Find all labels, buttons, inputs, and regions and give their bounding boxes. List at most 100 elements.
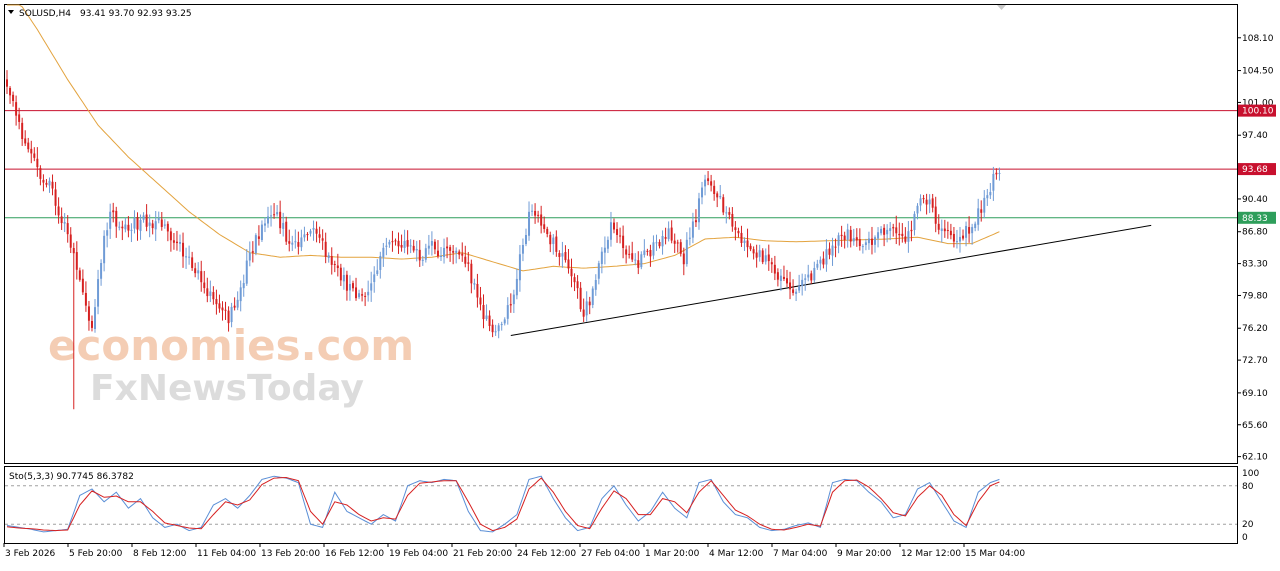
candle-body xyxy=(339,267,342,281)
candle-body xyxy=(828,248,831,255)
candle-body xyxy=(649,250,652,257)
price-tick-label: 86.80 xyxy=(1242,228,1268,238)
candle-body xyxy=(39,168,42,179)
candle-body xyxy=(667,228,670,240)
candle-body xyxy=(54,189,57,206)
time-tick-label: 9 Mar 20:00 xyxy=(837,549,892,559)
candle-body xyxy=(785,278,788,284)
time-tick-label: 3 Feb 2026 xyxy=(5,549,56,559)
candle-body xyxy=(634,259,637,261)
candle-body xyxy=(531,210,534,212)
candle-body xyxy=(260,224,263,241)
candle-body xyxy=(87,306,90,321)
candle-body xyxy=(203,282,206,289)
candle-body xyxy=(977,208,980,225)
chart-shift-marker-icon[interactable] xyxy=(997,5,1006,10)
candle-body xyxy=(597,263,600,279)
candle-body xyxy=(154,221,157,230)
candle-body xyxy=(112,210,115,213)
candle-body xyxy=(200,271,203,283)
price-tick-label: 90.40 xyxy=(1242,195,1268,205)
candle-body xyxy=(722,197,725,213)
candle-body xyxy=(719,195,722,198)
price-tick-label: 83.30 xyxy=(1242,260,1268,270)
candle-body xyxy=(172,240,175,243)
candle-body xyxy=(382,247,385,258)
candle-body xyxy=(482,304,485,320)
candle-body xyxy=(285,221,288,242)
candle-body xyxy=(279,211,282,229)
candle-body xyxy=(440,255,443,257)
candle-body xyxy=(15,102,18,116)
candle-body xyxy=(691,221,694,238)
candle-body xyxy=(798,286,801,291)
candle-body xyxy=(75,252,78,270)
candle-body xyxy=(464,256,467,264)
candle-body xyxy=(9,87,12,96)
time-tick-label: 16 Feb 12:00 xyxy=(325,549,384,559)
candle-body xyxy=(345,274,348,291)
candle-body xyxy=(752,249,755,254)
price-tick-label: 108.10 xyxy=(1242,34,1274,44)
candle-body xyxy=(989,191,992,196)
candle-body xyxy=(479,297,482,305)
candle-body xyxy=(446,246,449,249)
candle-body xyxy=(625,249,628,255)
candle-body xyxy=(348,283,351,291)
candle-body xyxy=(697,198,700,223)
candle-body xyxy=(97,279,100,307)
candle-body xyxy=(676,242,679,244)
candle-body xyxy=(861,246,864,248)
candle-body xyxy=(473,283,476,285)
candle-body xyxy=(606,239,609,249)
candle-body xyxy=(175,241,178,244)
candle-body xyxy=(409,245,412,247)
candle-body xyxy=(664,237,667,239)
candle-body xyxy=(952,233,955,242)
candle-body xyxy=(178,242,181,244)
levels-layer xyxy=(5,110,1237,219)
candle-body xyxy=(919,198,922,206)
candle-body xyxy=(971,227,974,234)
candle-body xyxy=(515,278,518,296)
candle-body xyxy=(874,237,877,245)
candle-body xyxy=(773,264,776,274)
ascending-trendline xyxy=(510,224,1152,337)
candle-body xyxy=(121,226,124,229)
candle-body xyxy=(804,278,807,280)
candle-body xyxy=(163,224,166,226)
candle-body xyxy=(166,223,169,232)
candles-layer xyxy=(6,70,1001,410)
candle-body xyxy=(236,299,239,308)
candle-body xyxy=(613,222,615,230)
candle-body xyxy=(958,236,961,242)
level-price-tag-label: 93.68 xyxy=(1242,165,1268,175)
candle-body xyxy=(840,234,843,237)
candle-body xyxy=(103,235,106,264)
time-tick-label: 8 Feb 12:00 xyxy=(133,549,187,559)
time-tick-label: 1 Mar 20:00 xyxy=(645,549,700,559)
dropdown-triangle-icon[interactable] xyxy=(8,10,14,14)
candle-body xyxy=(227,310,230,324)
candle-body xyxy=(889,228,892,231)
candle-body xyxy=(761,250,764,263)
indicator-panel-frame xyxy=(4,466,1238,544)
candle-body xyxy=(188,256,191,258)
time-tick-label: 7 Mar 04:00 xyxy=(773,549,828,559)
candle-body xyxy=(846,229,849,240)
candle-body xyxy=(36,158,39,168)
candle-body xyxy=(540,214,543,226)
candle-body xyxy=(45,182,48,185)
candle-body xyxy=(197,270,200,274)
candle-body xyxy=(224,309,227,311)
candle-body xyxy=(63,222,66,224)
candle-body xyxy=(852,238,855,242)
level-labels-layer: 100.10 93.68 88.33 xyxy=(1238,104,1276,224)
candle-body xyxy=(619,235,622,237)
candle-body xyxy=(795,291,798,294)
candle-body xyxy=(57,206,60,216)
price-tick-label: 79.80 xyxy=(1242,291,1268,301)
candle-body xyxy=(755,252,758,258)
candle-body xyxy=(355,287,358,299)
